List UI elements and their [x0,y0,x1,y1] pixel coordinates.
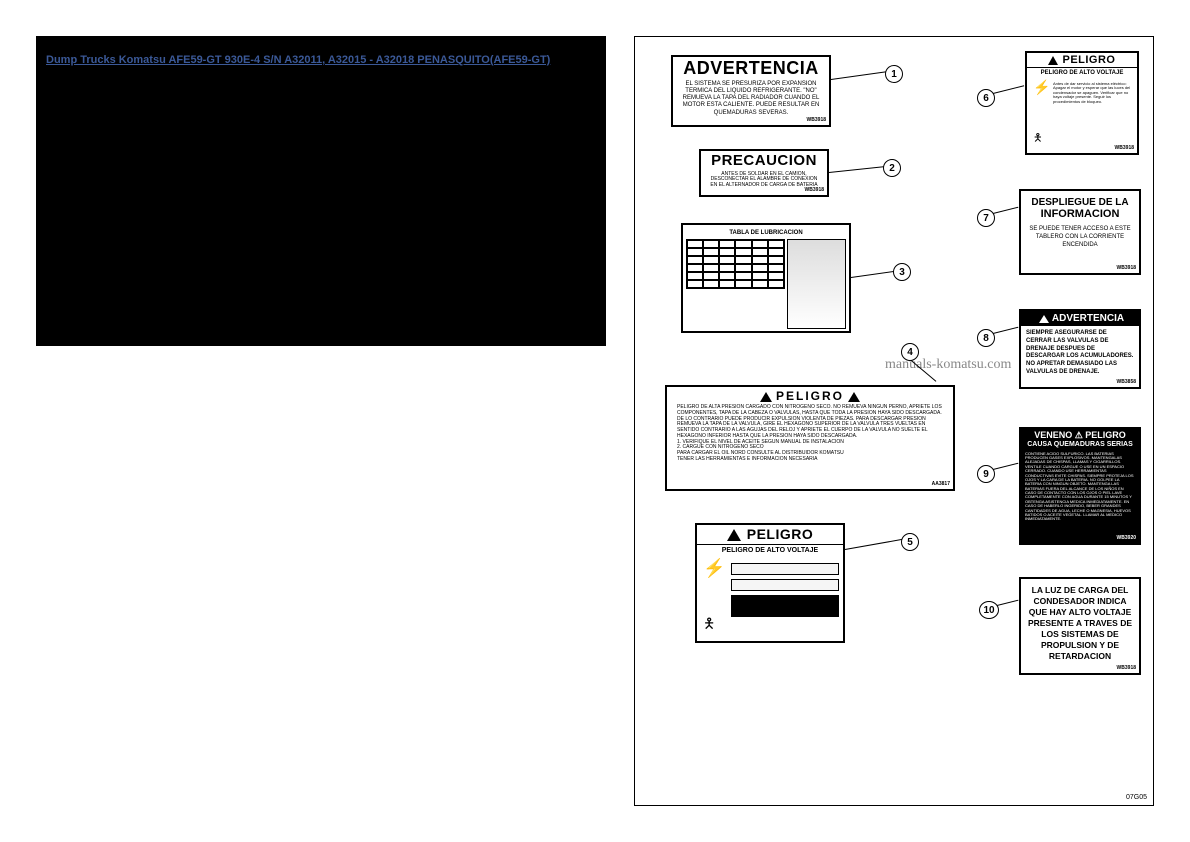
person-fall-icon: 🯅 [1033,132,1043,144]
label-7-title1: DESPLIEGUE DE LA [1025,197,1135,208]
lube-grid [686,239,785,289]
triangle-icon [1039,315,1049,323]
person-fall-icon: 🯅 [703,616,715,631]
callout-1: 1 [885,65,903,83]
label-peligro-pressure: PELIGRO PELIGRO DE ALTA PRESION CARGADO … [665,385,955,491]
leader-2 [829,166,885,173]
label-lubrication-table: TABLA DE LUBRICACION [681,223,851,333]
label-4-body: PELIGRO DE ALTA PRESION CARGADO CON NITR… [673,403,947,465]
callout-5: 5 [901,533,919,551]
leader-10 [997,600,1019,606]
callout-4: 4 [901,343,919,361]
lube-diagram [787,239,846,329]
label-10-line1: LA LUZ DE CARGA DEL [1025,585,1135,596]
label-8-title: ADVERTENCIA [1052,313,1124,324]
label-7-code: WB3918 [1117,266,1136,272]
leader-7 [993,207,1018,214]
label-9-subtitle: CAUSA QUEMADURAS SERIAS [1021,441,1139,449]
label-10-line5: LOS SISTEMAS DE [1025,629,1135,640]
callout-8: 8 [977,329,995,347]
label-7-title2: INFORMACION [1025,208,1135,220]
triangle-icon [727,529,741,541]
label-4-code: AA3817 [932,482,950,488]
label-5-subtitle: PELIGRO DE ALTO VOLTAJE [699,547,841,555]
label-9-body: CONTIENE ACIDO SULFURICO. LAS BATERIAS P… [1021,449,1139,525]
callout-2: 2 [883,159,901,177]
diagram-panel: manuals-komatsu.com ADVERTENCIA EL SISTE… [634,36,1154,806]
label-2-code: WB3918 [805,188,824,194]
label-10-line7: RETARDACION [1025,651,1135,662]
label-10-line3: QUE HAY ALTO VOLTAJE [1025,607,1135,618]
leader-9 [993,463,1018,470]
label-6-title: PELIGRO [1062,54,1115,66]
label-10-line6: PROPULSION Y DE [1025,640,1135,651]
callout-9: 9 [977,465,995,483]
product-link[interactable]: Dump Trucks Komatsu AFE59-GT 930E-4 S/N … [46,54,550,66]
label-10-line2: CONDESADOR INDICA [1025,596,1135,607]
label-6-code: WB3918 [1115,146,1134,152]
leader-5 [845,539,902,550]
lightning-icon: ⚡ [1033,80,1050,95]
label-peligro-hv-6: PELIGRO PELIGRO DE ALTO VOLTAJE ⚡ 🯅 Ante… [1025,51,1139,155]
leader-8 [993,327,1018,334]
label-2-title: PRECAUCION [705,153,823,170]
label-1-body: EL SISTEMA SE PRESURIZA POR EXPANSION TE… [677,79,825,119]
leader-3 [851,271,895,278]
label-despliegue: DESPLIEGUE DE LA INFORMACION SE PUEDE TE… [1019,189,1141,275]
label-9-code: WB3920 [1117,536,1136,542]
page-code: 07G05 [1126,794,1147,801]
label-8-code: WB3858 [1117,380,1136,386]
callout-3: 3 [893,263,911,281]
label-advertencia-8: ADVERTENCIA SIEMPRE ASEGURARSE DE CERRAR… [1019,309,1141,389]
label-9-title: VENENO ⚠ PELIGRO [1021,429,1139,441]
label-advertencia-1: ADVERTENCIA EL SISTEMA SE PRESURIZA POR … [671,55,831,127]
label-veneno: VENENO ⚠ PELIGRO CAUSA QUEMADURAS SERIAS… [1019,427,1141,545]
label-peligro-hv-5: PELIGRO PELIGRO DE ALTO VOLTAJE ⚡ 🯅 [695,523,845,643]
triangle-icon [1048,56,1058,65]
triangle-icon [848,392,860,402]
label-6-body-text: Antes de dar servicio al sistema eléctri… [1053,82,1134,104]
label-6-subtitle: PELIGRO DE ALTO VOLTAJE [1029,70,1135,77]
callout-10: 10 [979,601,999,619]
lightning-icon: ⚡ [703,559,725,579]
leader-6 [993,85,1024,94]
title-panel: Dump Trucks Komatsu AFE59-GT 930E-4 S/N … [36,36,606,346]
label-1-title: ADVERTENCIA [677,59,825,79]
label-10-line4: PRESENTE A TRAVES DE [1025,618,1135,629]
label-luz-carga: LA LUZ DE CARGA DEL CONDESADOR INDICA QU… [1019,577,1141,675]
label-8-body: SIEMPRE ASEGURARSE DE CERRAR LAS VALVULA… [1021,326,1139,381]
label-precaucion: PRECAUCION ANTES DE SOLDAR EN EL CAMION,… [699,149,829,197]
label-7-body: SE PUEDE TENER ACCESO A ESTE TABLERO CON… [1025,226,1135,249]
label-1-code: WB3918 [807,118,826,124]
triangle-icon [760,392,772,402]
label-5-title: PELIGRO [747,527,814,542]
label-10-code: WB3918 [1117,666,1136,672]
leader-1 [831,71,887,80]
label-4-title: PELIGRO [776,390,844,403]
label-3-title: TABLA DE LUBRICACION [686,228,846,239]
callout-6: 6 [977,89,995,107]
callout-7: 7 [977,209,995,227]
